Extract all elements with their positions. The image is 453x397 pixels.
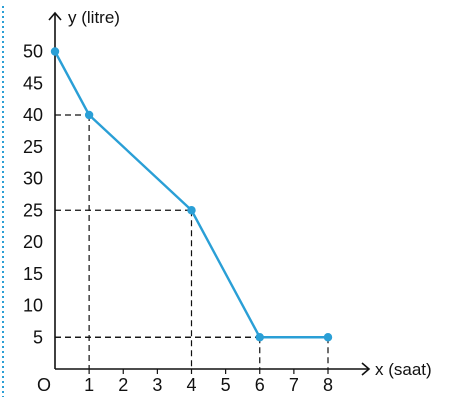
axes-group [48,11,371,376]
data-point-4 [255,333,264,342]
y-axis-label: y (litre) [68,8,120,27]
y-tick-label-6: 30 [23,169,43,189]
x-tick-label-3: 3 [152,375,162,395]
x-axis-arrowhead [361,362,371,376]
guide-lines-group [55,114,329,369]
data-point-1 [50,47,60,56]
x-tick-label-5: 5 [221,375,231,395]
x-tick-label-7: 7 [289,375,299,395]
x-axis-label: x (saat) [375,360,432,379]
x-tick-label-1: 1 [84,375,94,395]
y-tick-label-2: 10 [23,296,43,316]
y-tick-label-9: 45 [23,73,43,93]
data-point-5 [323,333,333,342]
x-tick-label-8: 8 [323,375,333,395]
series-group [50,47,333,342]
y-tick-label-3: 15 [23,264,43,284]
y-tick-label-1: 5 [33,327,43,347]
origin-label: O [37,375,51,395]
y-tick-label-5: 25 [23,200,43,220]
y-tick-label-8: 40 [23,105,43,125]
y-axis-arrowhead [48,11,62,21]
x-tick-label-2: 2 [118,375,128,395]
y-tick-label-7: 25 [23,137,43,157]
y-tick-label-10: 50 [23,42,43,62]
y-tick-label-4: 20 [23,232,43,252]
data-point-3 [187,206,196,215]
x-tick-label-6: 6 [255,375,265,395]
x-tick-label-4: 4 [186,375,196,395]
data-point-2 [84,110,94,120]
